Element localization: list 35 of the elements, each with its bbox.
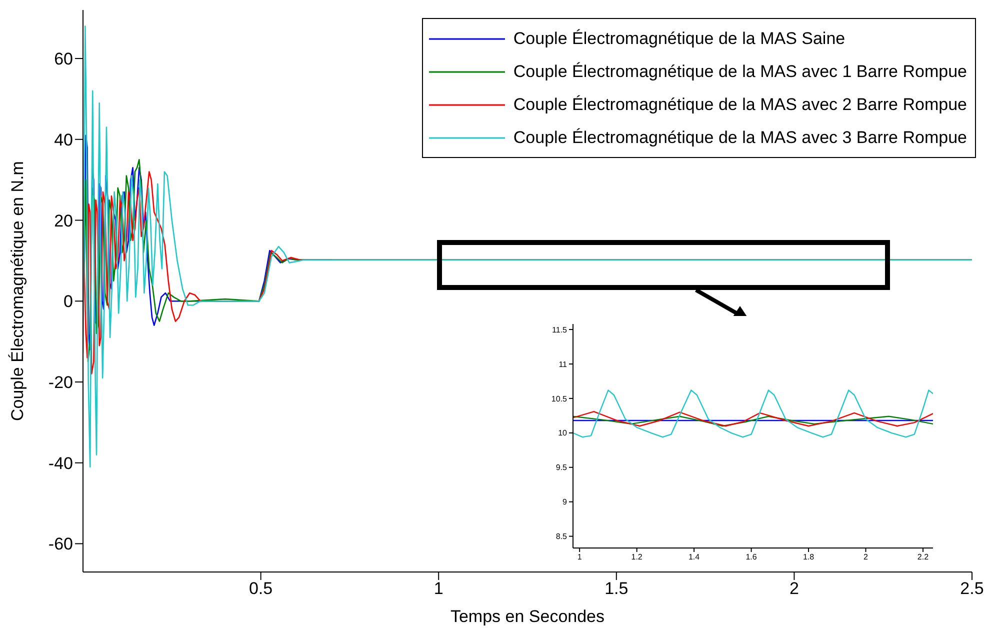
x-tick-label: 1.5 (604, 579, 628, 598)
y-tick-label: 9.5 (556, 463, 568, 472)
legend-label: Couple Électromagnétique de la MAS avec 3 Barre Rompue (513, 128, 967, 148)
y-tick-label: 10.5 (551, 394, 568, 404)
y-axis-title: Couple Électromagnétique en N.m (8, 161, 28, 421)
y-tick-label: 60 (54, 50, 73, 69)
x-tick-label: 1.6 (746, 552, 758, 562)
x-tick-label: 1.2 (631, 552, 643, 562)
y-tick-label: 11 (558, 360, 568, 369)
line-series (573, 416, 933, 427)
x-tick-label: 2.2 (917, 552, 930, 562)
y-tick-label: 20 (54, 211, 73, 230)
x-tick-label: 2 (864, 552, 869, 562)
x-tick-label: 1 (577, 552, 582, 562)
y-tick-label: 40 (54, 130, 73, 150)
x-tick-label: 2 (789, 579, 799, 598)
x-tick-label: 1.8 (802, 552, 815, 562)
legend-label: Couple Électromagnétique de la MAS avec 2 Barre Rompue (513, 94, 967, 114)
line-series (573, 410, 933, 427)
y-tick-label: 9 (562, 498, 568, 507)
x-tick-label: 1 (434, 579, 444, 598)
y-tick-label: 11.5 (552, 325, 568, 334)
y-tick-label: -40 (48, 454, 73, 473)
legend-label: Couple Électromagnétique de la MAS Saine (513, 28, 846, 48)
x-axis-title: Temps en Secondes (450, 607, 605, 626)
y-tick-label: -60 (48, 534, 73, 554)
y-tick-label: 10 (558, 428, 568, 438)
y-tick-label: 0 (64, 292, 73, 312)
legend-label: Couple Électromagnétique de la MAS avec 1 Barre Rompue (513, 62, 967, 82)
line-series (573, 390, 933, 438)
x-tick-label: 2.5 (960, 579, 984, 598)
x-tick-label: 0.5 (248, 579, 273, 598)
y-tick-label: 8.5 (556, 532, 568, 542)
y-tick-label: -20 (48, 373, 73, 392)
x-tick-label: 1.4 (688, 552, 700, 562)
